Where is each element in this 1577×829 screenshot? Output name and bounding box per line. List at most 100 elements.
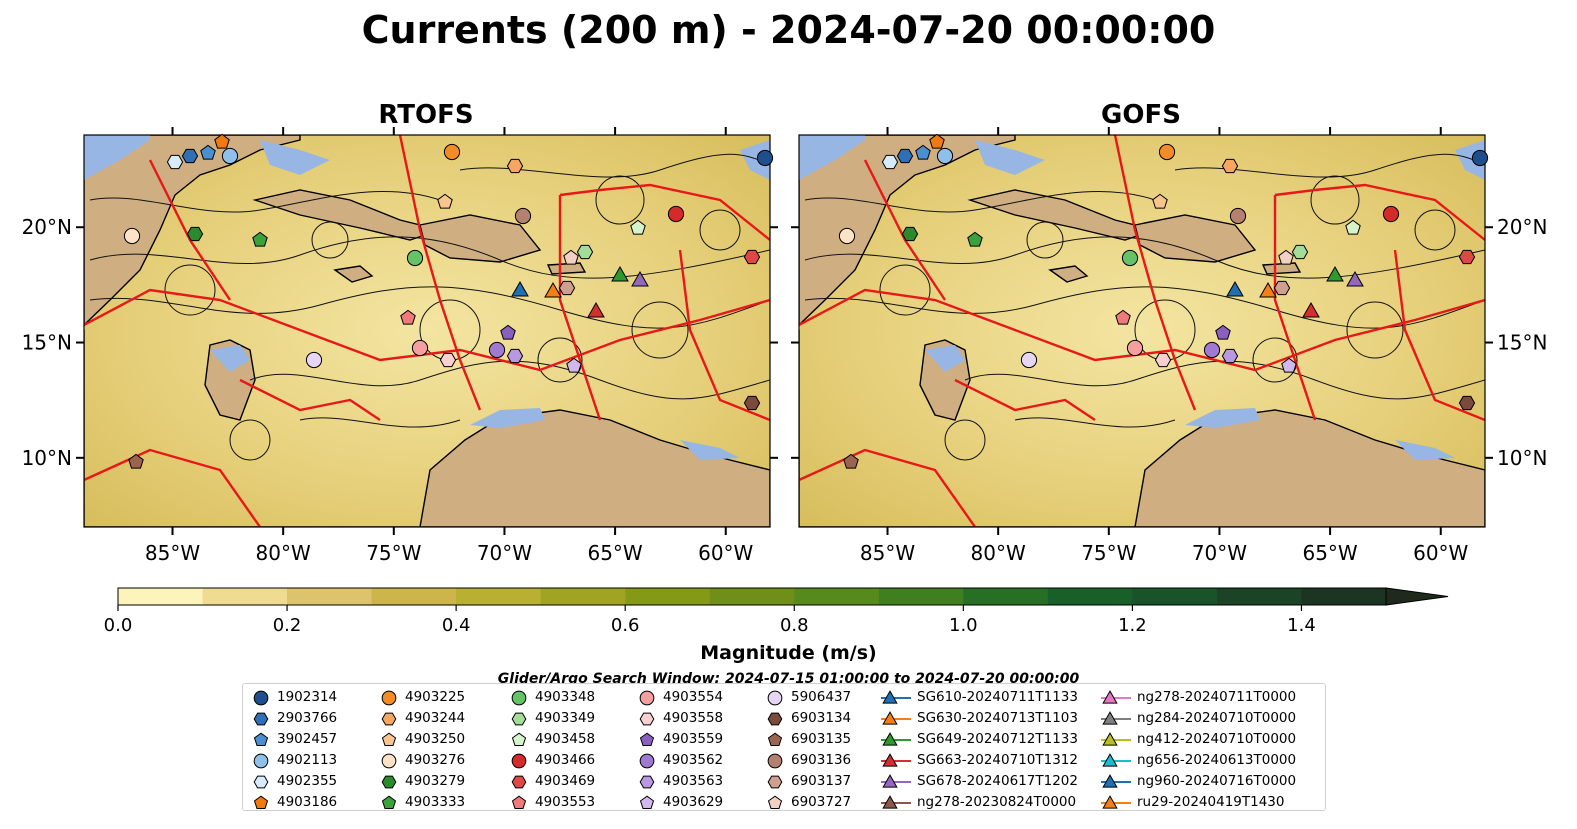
legend-item: SG610-20240711T1133 [881, 687, 1078, 708]
legend-item: 6903137 [765, 771, 851, 792]
y-tick-label-left: 20°N [22, 215, 72, 239]
argo-float-marker [1152, 193, 1168, 209]
legend-item: 4903348 [509, 687, 595, 708]
legend-marker-icon [381, 732, 397, 746]
legend-label: ng656-20240613T0000 [1137, 752, 1297, 768]
argo-float-marker [967, 231, 983, 247]
legend-item: 6903136 [765, 750, 851, 771]
legend-label: 4903279 [405, 773, 466, 789]
colorbar-tick-label: 0.0 [104, 615, 133, 636]
legend-item: 4903563 [637, 771, 723, 792]
colorbar-tick-label: 0.2 [273, 615, 302, 636]
legend-item: 4903458 [509, 729, 595, 750]
colorbar-segment [456, 588, 542, 605]
glider-marker [611, 265, 629, 282]
legend-label: 1902314 [277, 689, 338, 705]
legend-label: 6903134 [791, 710, 852, 726]
glider-marker [1259, 281, 1277, 298]
legend-marker-icon [639, 712, 655, 725]
legend-label: ng278-20240711T0000 [1137, 689, 1297, 705]
legend-label: 4903562 [663, 752, 724, 768]
legend-item: 4903553 [509, 792, 595, 813]
legend-marker-icon [381, 795, 397, 809]
y-tick-label-right: 10°N [1497, 446, 1547, 470]
legend-label: ng412-20240710T0000 [1137, 731, 1297, 747]
argo-float-marker [439, 352, 457, 368]
panel-title-gofs: GOFS [1101, 100, 1181, 130]
legend-item: 1902314 [251, 687, 337, 708]
legend-label: 4903349 [535, 710, 596, 726]
argo-float-marker [1221, 158, 1239, 174]
legend-label: 5906437 [791, 689, 852, 705]
legend-label: 4903333 [405, 794, 466, 810]
legend-marker-icon [767, 753, 783, 768]
glider-marker [511, 280, 529, 297]
map-frame-rtofs [83, 134, 771, 528]
shelf-water [84, 135, 770, 460]
legend-marker-icon [881, 752, 911, 767]
legend-marker-icon [253, 775, 269, 788]
legend-item: ng656-20240613T0000 [1101, 750, 1296, 771]
x-tick-label: 70°W [477, 541, 532, 565]
map-panel-gofs [799, 135, 1485, 527]
figure-title: Currents (200 m) - 2024-07-20 00:00:00 [361, 8, 1216, 52]
shelf-water [799, 135, 1485, 460]
legend-label: 4903629 [663, 794, 724, 810]
legend-label: 4903186 [277, 794, 338, 810]
legend-label: 4903225 [405, 689, 466, 705]
argo-float-marker [305, 351, 323, 369]
legend-marker-icon [881, 689, 911, 704]
colorbar-segment [118, 588, 204, 605]
colorbar-segment [878, 588, 964, 605]
x-tick-label: 65°W [587, 541, 642, 565]
legend-column: 4903348 4903349 4903458 4903466 4903469 49035… [509, 687, 595, 813]
argo-float-marker [667, 205, 685, 223]
legend-label: 4903559 [663, 731, 724, 747]
x-tick-label: 85°W [860, 541, 915, 565]
colorbar-segment [1216, 588, 1302, 605]
legend-label: 4903244 [405, 710, 466, 726]
legend-label: 3902457 [277, 731, 338, 747]
legend-column: SG610-20240711T1133 SG630-20240713T1103 SG… [881, 687, 1078, 813]
float-markers [123, 133, 1489, 469]
legend-label: 4903553 [535, 794, 596, 810]
argo-float-marker [221, 147, 239, 165]
legend-label: ng960-20240716T0000 [1137, 773, 1297, 789]
legend-item: 4903250 [379, 729, 465, 750]
argo-float-marker [1229, 207, 1247, 225]
legend-label: ng284-20240710T0000 [1137, 710, 1297, 726]
argo-float-marker [1203, 341, 1221, 359]
glider-marker [1346, 270, 1364, 287]
y-tick-label-right: 15°N [1497, 331, 1547, 355]
legend-marker-icon [253, 795, 269, 809]
legend-column: 4903225 4903244 4903250 4903276 4903279 49033… [379, 687, 465, 813]
legend-label: 6903136 [791, 752, 852, 768]
glider-marker [544, 281, 562, 298]
legend-label: 6903137 [791, 773, 852, 789]
colorbar-tick-label: 0.4 [442, 615, 471, 636]
legend-column: ng278-20240711T0000 ng284-20240710T0000 ng… [1101, 687, 1296, 813]
legend-item: 4903349 [509, 708, 595, 729]
colorbar-frame [117, 587, 1387, 606]
legend-item: 4903225 [379, 687, 465, 708]
legend-marker-icon [881, 710, 911, 725]
legend-label: 6903135 [791, 731, 852, 747]
colorbar-segment [371, 588, 457, 605]
legend-marker-icon [253, 712, 269, 725]
glider-marker [1226, 280, 1244, 297]
glider-marker [631, 270, 649, 287]
legend-marker-icon [1101, 773, 1131, 788]
argo-float-marker [506, 348, 524, 364]
legend-item: 4903279 [379, 771, 465, 792]
panel-title-rtofs: RTOFS [378, 100, 474, 130]
argo-float-marker [443, 143, 461, 161]
argo-float-marker [1158, 143, 1176, 161]
legend-marker-icon [511, 712, 527, 725]
legend: 1902314 2903766 3902457 4902113 4902355 49031… [242, 683, 1326, 811]
legend-item: 3902457 [251, 729, 337, 750]
argo-float-marker [488, 341, 506, 359]
legend-marker-icon [881, 794, 911, 809]
legend-marker-icon [253, 690, 269, 705]
legend-item: 4903558 [637, 708, 723, 729]
colorbar-tick-label: 0.6 [611, 615, 640, 636]
